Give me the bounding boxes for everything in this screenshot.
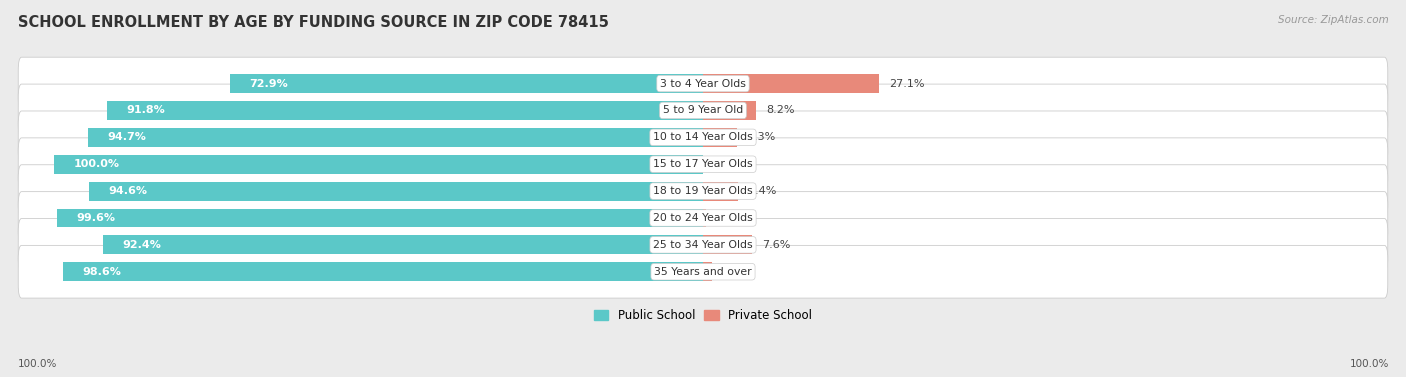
Bar xyxy=(103,236,703,254)
Bar xyxy=(56,208,703,227)
Text: 100.0%: 100.0% xyxy=(18,359,58,369)
FancyBboxPatch shape xyxy=(18,165,1388,218)
Text: 10 to 14 Year Olds: 10 to 14 Year Olds xyxy=(654,132,752,143)
Bar xyxy=(53,155,703,174)
Text: 99.6%: 99.6% xyxy=(76,213,115,223)
FancyBboxPatch shape xyxy=(18,192,1388,244)
Text: 35 Years and over: 35 Years and over xyxy=(654,267,752,277)
FancyBboxPatch shape xyxy=(18,138,1388,190)
Bar xyxy=(703,262,711,281)
Text: 0.42%: 0.42% xyxy=(716,213,751,223)
FancyBboxPatch shape xyxy=(18,219,1388,271)
Text: 27.1%: 27.1% xyxy=(889,78,924,89)
Bar xyxy=(703,74,879,93)
Text: 100.0%: 100.0% xyxy=(73,159,120,169)
Text: 15 to 17 Year Olds: 15 to 17 Year Olds xyxy=(654,159,752,169)
Text: 25 to 34 Year Olds: 25 to 34 Year Olds xyxy=(654,240,752,250)
Bar xyxy=(703,182,738,201)
Bar xyxy=(703,128,737,147)
FancyBboxPatch shape xyxy=(18,111,1388,164)
Text: 8.2%: 8.2% xyxy=(766,106,794,115)
Text: 100.0%: 100.0% xyxy=(1350,359,1389,369)
Bar xyxy=(89,182,703,201)
FancyBboxPatch shape xyxy=(18,57,1388,110)
Bar xyxy=(89,128,703,147)
Text: 18 to 19 Year Olds: 18 to 19 Year Olds xyxy=(654,186,752,196)
Text: 91.8%: 91.8% xyxy=(127,106,166,115)
Text: 20 to 24 Year Olds: 20 to 24 Year Olds xyxy=(654,213,752,223)
Text: 72.9%: 72.9% xyxy=(249,78,288,89)
Text: 5 to 9 Year Old: 5 to 9 Year Old xyxy=(662,106,744,115)
Text: 5.4%: 5.4% xyxy=(748,186,776,196)
Text: 5.3%: 5.3% xyxy=(747,132,775,143)
Text: Source: ZipAtlas.com: Source: ZipAtlas.com xyxy=(1278,15,1389,25)
Bar xyxy=(107,101,703,120)
Legend: Public School, Private School: Public School, Private School xyxy=(589,304,817,326)
Text: 3 to 4 Year Olds: 3 to 4 Year Olds xyxy=(659,78,747,89)
Text: SCHOOL ENROLLMENT BY AGE BY FUNDING SOURCE IN ZIP CODE 78415: SCHOOL ENROLLMENT BY AGE BY FUNDING SOUR… xyxy=(18,15,609,30)
Bar xyxy=(703,101,756,120)
Text: 92.4%: 92.4% xyxy=(122,240,162,250)
FancyBboxPatch shape xyxy=(18,245,1388,298)
Text: 0.0%: 0.0% xyxy=(713,159,741,169)
Text: 7.6%: 7.6% xyxy=(762,240,790,250)
FancyBboxPatch shape xyxy=(18,84,1388,137)
Text: 98.6%: 98.6% xyxy=(83,267,121,277)
Text: 94.6%: 94.6% xyxy=(108,186,148,196)
Text: 1.4%: 1.4% xyxy=(721,267,751,277)
Text: 94.7%: 94.7% xyxy=(108,132,146,143)
Bar xyxy=(63,262,703,281)
Bar xyxy=(229,74,703,93)
Bar xyxy=(703,208,706,227)
Bar xyxy=(703,236,752,254)
